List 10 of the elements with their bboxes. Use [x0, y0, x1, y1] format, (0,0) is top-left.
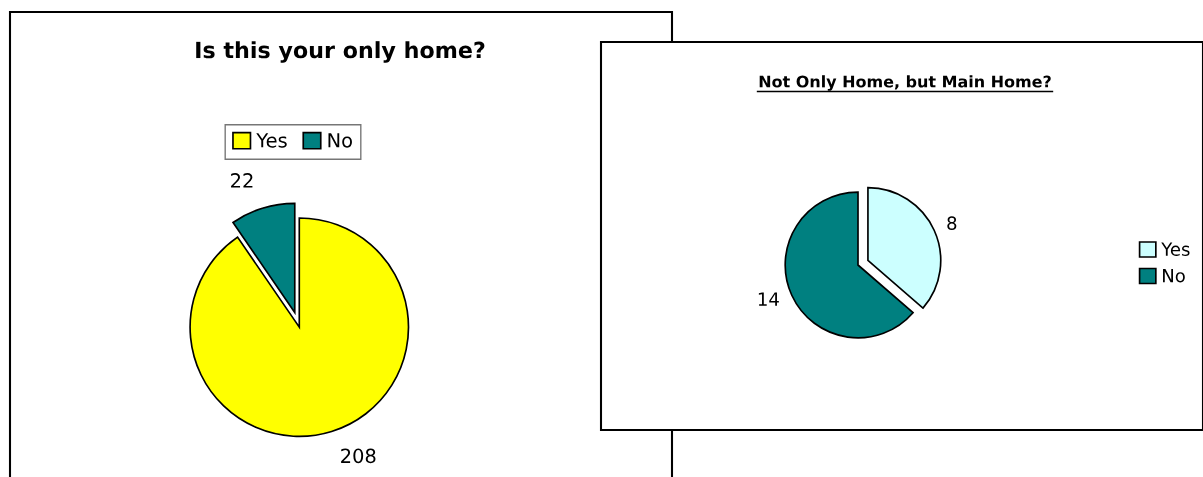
chart-title: Is this your only home? [196, 41, 485, 63]
data-label: 8 [947, 216, 957, 231]
data-label: 208 [341, 448, 376, 464]
legend-label: Yes [1161, 242, 1190, 256]
data-label: 14 [758, 292, 779, 306]
chart-title: Not Only Home, but Main Home? [759, 75, 1051, 91]
legend-label: No [1163, 269, 1185, 283]
legend-label: Yes [256, 133, 287, 148]
data-label: 22 [231, 173, 253, 188]
legend-label: No [328, 133, 352, 148]
